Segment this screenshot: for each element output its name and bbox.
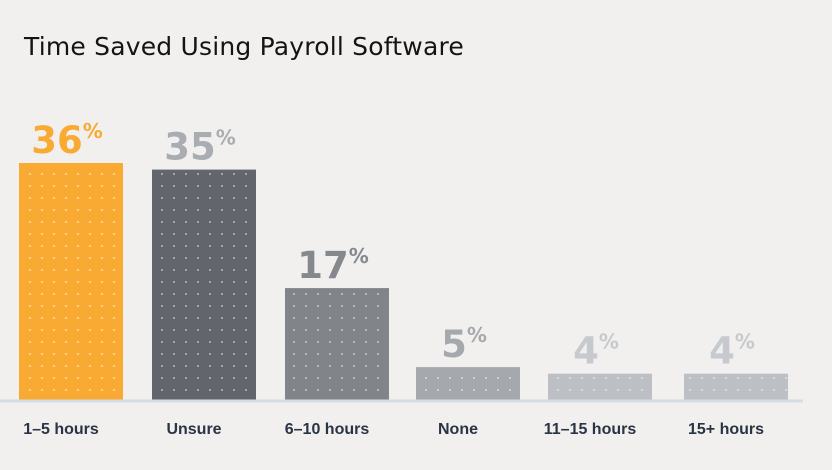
value-label-none: 5%: [441, 323, 487, 366]
value-number: 17: [297, 244, 349, 287]
value-number: 4: [573, 330, 599, 373]
value-percent-sign: %: [735, 330, 755, 354]
bar-texture-11-15-hours: [548, 373, 652, 400]
x-tick-label-1-5-hours: 1–5 hours: [23, 421, 99, 438]
value-number: 35: [164, 126, 216, 169]
bar-texture-none: [416, 367, 520, 400]
value-percent-sign: %: [467, 323, 487, 347]
value-number: 5: [441, 323, 467, 366]
x-tick-label-none: None: [438, 421, 478, 438]
chart-title: Time Saved Using Payroll Software: [24, 32, 464, 61]
value-label-11-15-hours: 4%: [573, 330, 619, 373]
bar-texture-1-5-hours: [19, 163, 123, 400]
value-number: 4: [709, 330, 735, 373]
value-label-unsure: 35%: [164, 126, 236, 169]
x-tick-label-15-hours: 15+ hours: [688, 421, 764, 438]
value-percent-sign: %: [83, 119, 103, 143]
x-tick-label-unsure: Unsure: [166, 421, 221, 438]
value-label-1-5-hours: 36%: [31, 119, 103, 162]
value-percent-sign: %: [599, 330, 619, 354]
bar-texture-15-hours: [684, 373, 788, 400]
x-tick-label-6-10-hours: 6–10 hours: [285, 421, 370, 438]
x-tick-label-11-15-hours: 11–15 hours: [544, 421, 637, 438]
value-percent-sign: %: [216, 126, 236, 150]
value-number: 36: [31, 119, 83, 162]
bar-texture-6-10-hours: [285, 288, 389, 400]
value-label-15-hours: 4%: [709, 330, 755, 373]
value-label-6-10-hours: 17%: [297, 244, 369, 287]
bar-texture-unsure: [152, 169, 256, 400]
value-percent-sign: %: [349, 244, 369, 268]
